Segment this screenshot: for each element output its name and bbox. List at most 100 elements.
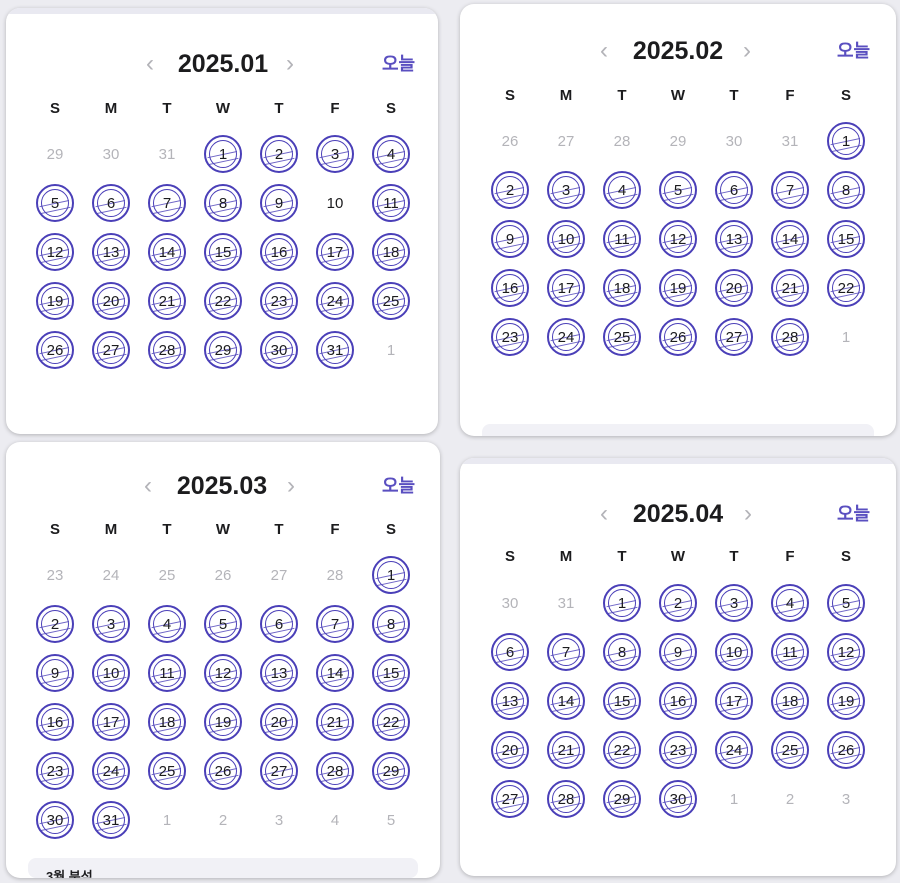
- day-cell-stamped[interactable]: 15: [372, 654, 410, 692]
- day-cell-stamped[interactable]: 14: [148, 233, 186, 271]
- day-cell-stamped[interactable]: 26: [827, 731, 865, 769]
- day-cell[interactable]: 1: [372, 331, 410, 369]
- day-cell-stamped[interactable]: 17: [92, 703, 130, 741]
- day-cell-stamped[interactable]: 19: [36, 282, 74, 320]
- day-cell-stamped[interactable]: 1: [603, 584, 641, 622]
- day-cell-stamped[interactable]: 18: [771, 682, 809, 720]
- day-cell-stamped[interactable]: 23: [659, 731, 697, 769]
- day-cell-stamped[interactable]: 30: [260, 331, 298, 369]
- day-cell-stamped[interactable]: 20: [260, 703, 298, 741]
- day-cell[interactable]: 30: [491, 584, 529, 622]
- day-cell-stamped[interactable]: 4: [603, 171, 641, 209]
- day-cell-stamped[interactable]: 31: [92, 801, 130, 839]
- day-cell[interactable]: 30: [92, 135, 130, 173]
- day-cell-stamped[interactable]: 26: [659, 318, 697, 356]
- next-month-chevron-icon[interactable]: ›: [744, 500, 752, 527]
- day-cell-stamped[interactable]: 17: [316, 233, 354, 271]
- day-cell-stamped[interactable]: 13: [715, 220, 753, 258]
- day-cell-stamped[interactable]: 12: [204, 654, 242, 692]
- day-cell-stamped[interactable]: 11: [771, 633, 809, 671]
- day-cell-stamped[interactable]: 7: [316, 605, 354, 643]
- day-cell[interactable]: 28: [603, 122, 641, 160]
- day-cell-stamped[interactable]: 21: [771, 269, 809, 307]
- day-cell-stamped[interactable]: 23: [260, 282, 298, 320]
- day-cell-stamped[interactable]: 10: [92, 654, 130, 692]
- day-cell-stamped[interactable]: 7: [148, 184, 186, 222]
- day-cell-stamped[interactable]: 4: [148, 605, 186, 643]
- day-cell-stamped[interactable]: 3: [316, 135, 354, 173]
- day-cell-stamped[interactable]: 28: [316, 752, 354, 790]
- day-cell-stamped[interactable]: 28: [148, 331, 186, 369]
- day-cell-stamped[interactable]: 29: [204, 331, 242, 369]
- day-cell-stamped[interactable]: 26: [204, 752, 242, 790]
- day-cell[interactable]: 3: [260, 801, 298, 839]
- day-cell-stamped[interactable]: 12: [36, 233, 74, 271]
- day-cell-stamped[interactable]: 8: [372, 605, 410, 643]
- day-cell-stamped[interactable]: 24: [316, 282, 354, 320]
- day-cell-stamped[interactable]: 7: [771, 171, 809, 209]
- day-cell-stamped[interactable]: 14: [771, 220, 809, 258]
- day-cell-stamped[interactable]: 6: [260, 605, 298, 643]
- day-cell[interactable]: 2: [204, 801, 242, 839]
- day-cell-stamped[interactable]: 14: [316, 654, 354, 692]
- day-cell-stamped[interactable]: 21: [547, 731, 585, 769]
- day-cell-stamped[interactable]: 1: [372, 556, 410, 594]
- day-cell-stamped[interactable]: 24: [715, 731, 753, 769]
- day-cell-stamped[interactable]: 17: [715, 682, 753, 720]
- day-cell-stamped[interactable]: 28: [771, 318, 809, 356]
- day-cell-stamped[interactable]: 11: [603, 220, 641, 258]
- day-cell-stamped[interactable]: 25: [603, 318, 641, 356]
- day-cell-stamped[interactable]: 10: [547, 220, 585, 258]
- day-cell-stamped[interactable]: 19: [827, 682, 865, 720]
- day-cell-stamped[interactable]: 5: [36, 184, 74, 222]
- day-cell-stamped[interactable]: 15: [603, 682, 641, 720]
- day-cell-stamped[interactable]: 30: [36, 801, 74, 839]
- day-cell-stamped[interactable]: 6: [491, 633, 529, 671]
- day-cell-stamped[interactable]: 16: [659, 682, 697, 720]
- day-cell-stamped[interactable]: 3: [547, 171, 585, 209]
- day-cell[interactable]: 29: [659, 122, 697, 160]
- day-cell-stamped[interactable]: 10: [715, 633, 753, 671]
- next-month-chevron-icon[interactable]: ›: [286, 50, 294, 77]
- day-cell-stamped[interactable]: 19: [659, 269, 697, 307]
- day-cell-stamped[interactable]: 22: [827, 269, 865, 307]
- day-cell-stamped[interactable]: 9: [659, 633, 697, 671]
- day-cell[interactable]: 1: [827, 318, 865, 356]
- day-cell-stamped[interactable]: 12: [827, 633, 865, 671]
- day-cell-stamped[interactable]: 16: [36, 703, 74, 741]
- day-cell-stamped[interactable]: 5: [827, 584, 865, 622]
- day-cell[interactable]: 25: [148, 556, 186, 594]
- day-cell-stamped[interactable]: 8: [827, 171, 865, 209]
- day-cell-stamped[interactable]: 2: [36, 605, 74, 643]
- prev-month-chevron-icon[interactable]: ‹: [144, 472, 152, 499]
- day-cell-stamped[interactable]: 21: [148, 282, 186, 320]
- day-cell-stamped[interactable]: 24: [547, 318, 585, 356]
- day-cell[interactable]: 31: [547, 584, 585, 622]
- day-cell-stamped[interactable]: 26: [36, 331, 74, 369]
- day-cell-stamped[interactable]: 12: [659, 220, 697, 258]
- day-cell-stamped[interactable]: 31: [316, 331, 354, 369]
- today-button[interactable]: 오늘: [837, 504, 871, 524]
- today-button[interactable]: 오늘: [837, 41, 871, 61]
- day-cell-stamped[interactable]: 15: [827, 220, 865, 258]
- day-cell[interactable]: 26: [491, 122, 529, 160]
- day-cell-stamped[interactable]: 29: [372, 752, 410, 790]
- day-cell-stamped[interactable]: 25: [372, 282, 410, 320]
- day-cell-stamped[interactable]: 2: [659, 584, 697, 622]
- day-cell-stamped[interactable]: 19: [204, 703, 242, 741]
- day-cell-stamped[interactable]: 4: [771, 584, 809, 622]
- day-cell-stamped[interactable]: 27: [715, 318, 753, 356]
- day-cell-stamped[interactable]: 13: [491, 682, 529, 720]
- day-cell-stamped[interactable]: 16: [491, 269, 529, 307]
- day-cell-stamped[interactable]: 21: [316, 703, 354, 741]
- prev-month-chevron-icon[interactable]: ‹: [600, 37, 608, 64]
- today-button[interactable]: 오늘: [382, 54, 416, 74]
- prev-month-chevron-icon[interactable]: ‹: [146, 50, 154, 77]
- day-cell-stamped[interactable]: 17: [547, 269, 585, 307]
- day-cell-stamped[interactable]: 1: [204, 135, 242, 173]
- day-cell[interactable]: 10: [316, 184, 354, 222]
- day-cell[interactable]: 28: [316, 556, 354, 594]
- day-cell-stamped[interactable]: 9: [36, 654, 74, 692]
- day-cell[interactable]: 1: [715, 780, 753, 818]
- day-cell[interactable]: 1: [148, 801, 186, 839]
